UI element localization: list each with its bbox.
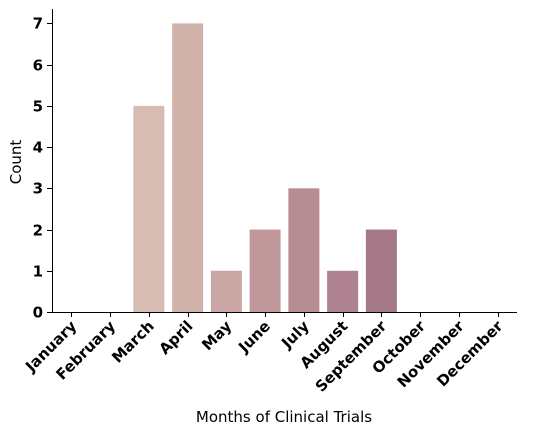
y-tick-label: 4 (33, 139, 43, 157)
y-axis-ticks: 0 1 2 3 4 5 6 7 (33, 15, 52, 322)
bars (133, 23, 397, 313)
x-tick-label: March (108, 317, 158, 367)
y-tick-label: 6 (33, 57, 43, 75)
bar-september (365, 229, 397, 312)
y-tick-label: 0 (33, 304, 43, 322)
bar-may (210, 270, 242, 312)
y-tick-label: 3 (33, 180, 43, 198)
y-axis-title: Count (7, 140, 25, 185)
bar-march (133, 105, 165, 312)
bar-june (249, 229, 281, 312)
y-tick-label: 2 (33, 222, 43, 240)
x-axis-title: Months of Clinical Trials (196, 408, 372, 426)
bar-april (172, 23, 204, 313)
y-tick-label: 7 (33, 15, 43, 33)
x-tick-label: June (234, 317, 274, 357)
bar-july (288, 188, 320, 312)
x-tick-label: April (155, 317, 196, 358)
bar-august (327, 270, 359, 312)
y-tick-label: 5 (33, 98, 43, 116)
x-tick-label: May (198, 317, 235, 354)
y-tick-label: 1 (33, 263, 43, 281)
